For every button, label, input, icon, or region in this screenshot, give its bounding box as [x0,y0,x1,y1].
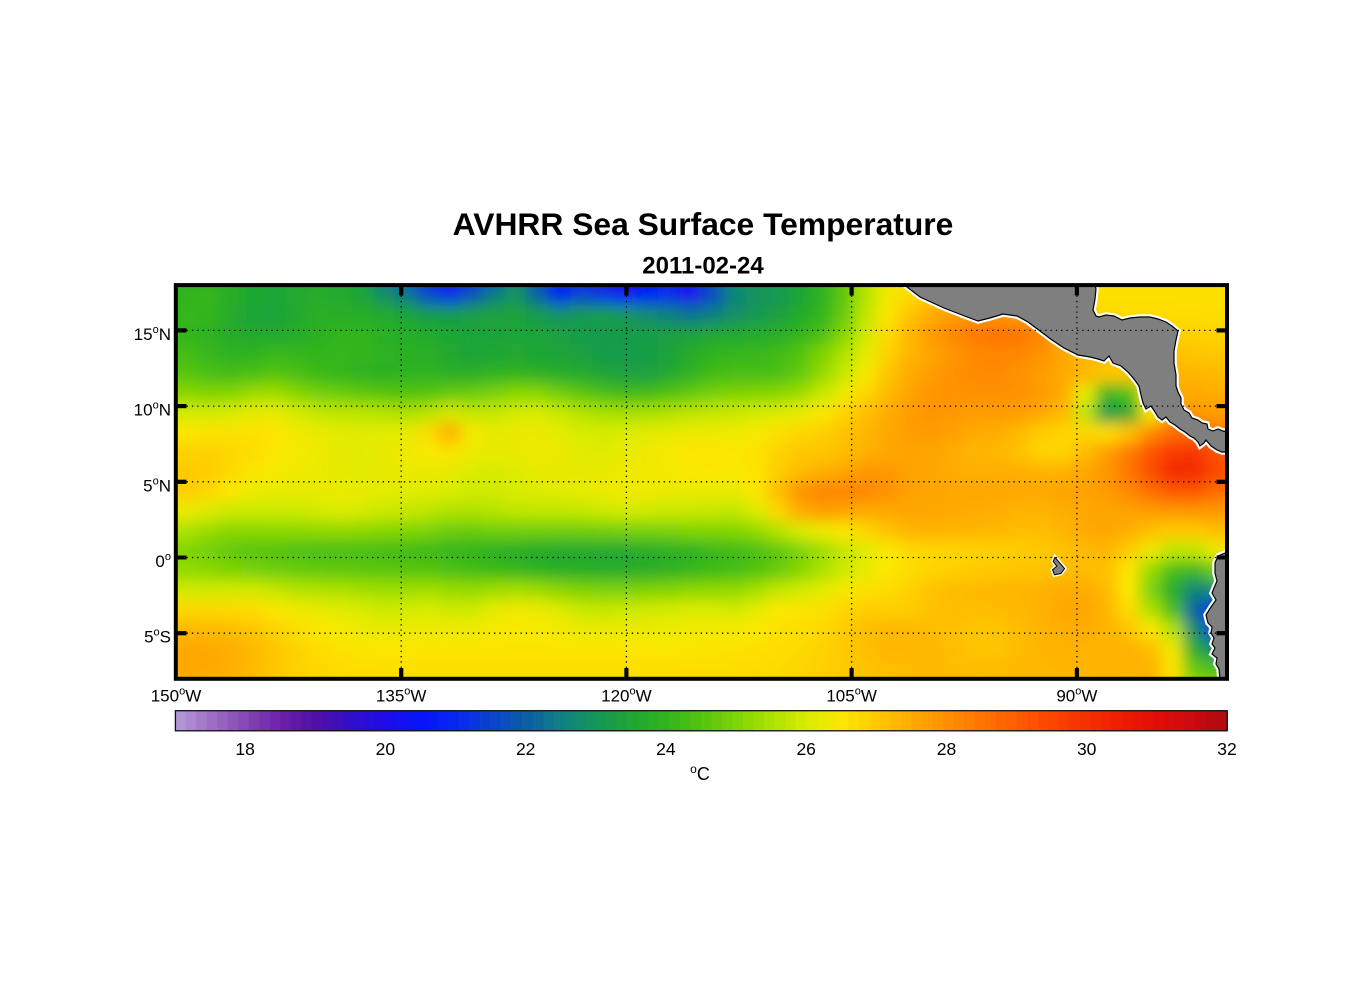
svg-text:20: 20 [376,739,396,759]
svg-text:90oW: 90oW [1056,685,1097,705]
svg-text:15oN: 15oN [134,324,171,344]
svg-text:AVHRR Sea Surface Temperature: AVHRR Sea Surface Temperature [453,206,954,242]
svg-text:28: 28 [937,739,956,759]
svg-text:2011-02-24: 2011-02-24 [642,253,764,280]
svg-text:5oN: 5oN [143,475,171,495]
svg-text:30: 30 [1077,739,1097,759]
svg-text:105oW: 105oW [826,685,877,705]
svg-text:24: 24 [656,739,676,759]
svg-text:135oW: 135oW [376,685,427,705]
svg-text:oC: oC [690,762,710,784]
svg-text:150oW: 150oW [151,685,202,705]
svg-text:26: 26 [796,739,815,759]
svg-text:0o: 0o [155,551,171,571]
svg-text:22: 22 [516,739,535,759]
svg-text:5oS: 5oS [144,627,171,647]
svg-text:120oW: 120oW [601,685,652,705]
svg-text:18: 18 [235,739,254,759]
svg-text:10oN: 10oN [134,400,171,420]
svg-text:32: 32 [1217,739,1236,759]
